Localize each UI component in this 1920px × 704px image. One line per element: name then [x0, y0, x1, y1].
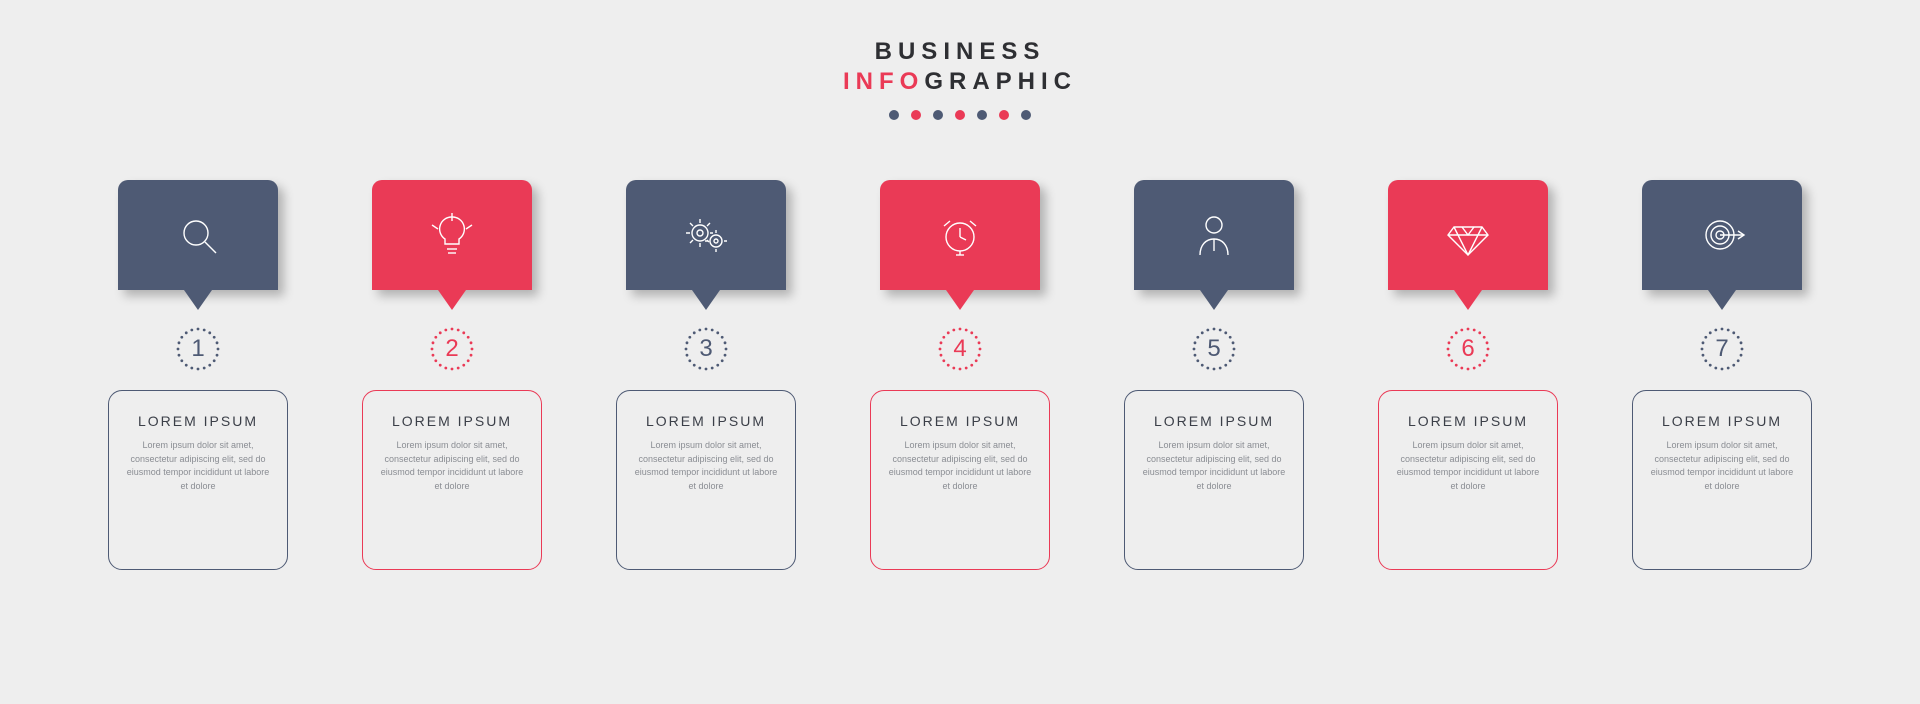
step-6: 6 LOREM IPSUM Lorem ipsum dolor sit amet… — [1373, 180, 1563, 570]
step-body: Lorem ipsum dolor sit amet, consectetur … — [377, 439, 527, 493]
header-line2-accent: INFO — [843, 68, 924, 95]
step-1: 1 LOREM IPSUM Lorem ipsum dolor sit amet… — [103, 180, 293, 570]
header-dot — [999, 110, 1009, 120]
step-title: LOREM IPSUM — [1139, 413, 1289, 429]
step-card: LOREM IPSUM Lorem ipsum dolor sit amet, … — [616, 390, 796, 570]
step-ribbon — [118, 180, 278, 290]
step-body: Lorem ipsum dolor sit amet, consectetur … — [631, 439, 781, 493]
step-number-badge: 3 — [683, 326, 729, 372]
step-body: Lorem ipsum dolor sit amet, consectetur … — [1393, 439, 1543, 493]
step-5: 5 LOREM IPSUM Lorem ipsum dolor sit amet… — [1119, 180, 1309, 570]
step-number-badge: 6 — [1445, 326, 1491, 372]
step-4: 4 LOREM IPSUM Lorem ipsum dolor sit amet… — [865, 180, 1055, 570]
step-number-badge: 5 — [1191, 326, 1237, 372]
header-dot — [955, 110, 965, 120]
infographic-header: BUSINESS INFOGRAPHIC — [0, 0, 1920, 120]
step-title: LOREM IPSUM — [377, 413, 527, 429]
header-dot — [1021, 110, 1031, 120]
step-ribbon — [372, 180, 532, 290]
step-card: LOREM IPSUM Lorem ipsum dolor sit amet, … — [1632, 390, 1812, 570]
header-dot — [911, 110, 921, 120]
step-2: 2 LOREM IPSUM Lorem ipsum dolor sit amet… — [357, 180, 547, 570]
header-dot — [889, 110, 899, 120]
header-dot-row — [0, 110, 1920, 120]
step-body: Lorem ipsum dolor sit amet, consectetur … — [1647, 439, 1797, 493]
step-number-badge: 7 — [1699, 326, 1745, 372]
header-line1: BUSINESS — [0, 38, 1920, 66]
clock-icon — [936, 211, 984, 259]
step-body: Lorem ipsum dolor sit amet, consectetur … — [1139, 439, 1289, 493]
step-number-badge: 2 — [429, 326, 475, 372]
step-ribbon — [626, 180, 786, 290]
step-title: LOREM IPSUM — [885, 413, 1035, 429]
magnifier-icon — [174, 211, 222, 259]
step-title: LOREM IPSUM — [123, 413, 273, 429]
header-dot — [933, 110, 943, 120]
step-number-badge: 4 — [937, 326, 983, 372]
step-card: LOREM IPSUM Lorem ipsum dolor sit amet, … — [1378, 390, 1558, 570]
header-line2-rest: GRAPHIC — [924, 68, 1077, 95]
steps-row: 1 LOREM IPSUM Lorem ipsum dolor sit amet… — [0, 180, 1920, 570]
step-card: LOREM IPSUM Lorem ipsum dolor sit amet, … — [870, 390, 1050, 570]
diamond-icon — [1444, 211, 1492, 259]
step-number-badge: 1 — [175, 326, 221, 372]
step-ribbon — [1642, 180, 1802, 290]
step-3: 3 LOREM IPSUM Lorem ipsum dolor sit amet… — [611, 180, 801, 570]
step-title: LOREM IPSUM — [1393, 413, 1543, 429]
step-card: LOREM IPSUM Lorem ipsum dolor sit amet, … — [108, 390, 288, 570]
step-body: Lorem ipsum dolor sit amet, consectetur … — [123, 439, 273, 493]
person-icon — [1190, 211, 1238, 259]
lightbulb-icon — [428, 211, 476, 259]
step-body: Lorem ipsum dolor sit amet, consectetur … — [885, 439, 1035, 493]
step-title: LOREM IPSUM — [631, 413, 781, 429]
step-ribbon — [1388, 180, 1548, 290]
step-title: LOREM IPSUM — [1647, 413, 1797, 429]
step-card: LOREM IPSUM Lorem ipsum dolor sit amet, … — [362, 390, 542, 570]
header-dot — [977, 110, 987, 120]
header-line2: INFOGRAPHIC — [0, 68, 1920, 96]
step-ribbon — [880, 180, 1040, 290]
gears-icon — [682, 211, 730, 259]
step-card: LOREM IPSUM Lorem ipsum dolor sit amet, … — [1124, 390, 1304, 570]
step-ribbon — [1134, 180, 1294, 290]
step-7: 7 LOREM IPSUM Lorem ipsum dolor sit amet… — [1627, 180, 1817, 570]
target-icon — [1698, 211, 1746, 259]
